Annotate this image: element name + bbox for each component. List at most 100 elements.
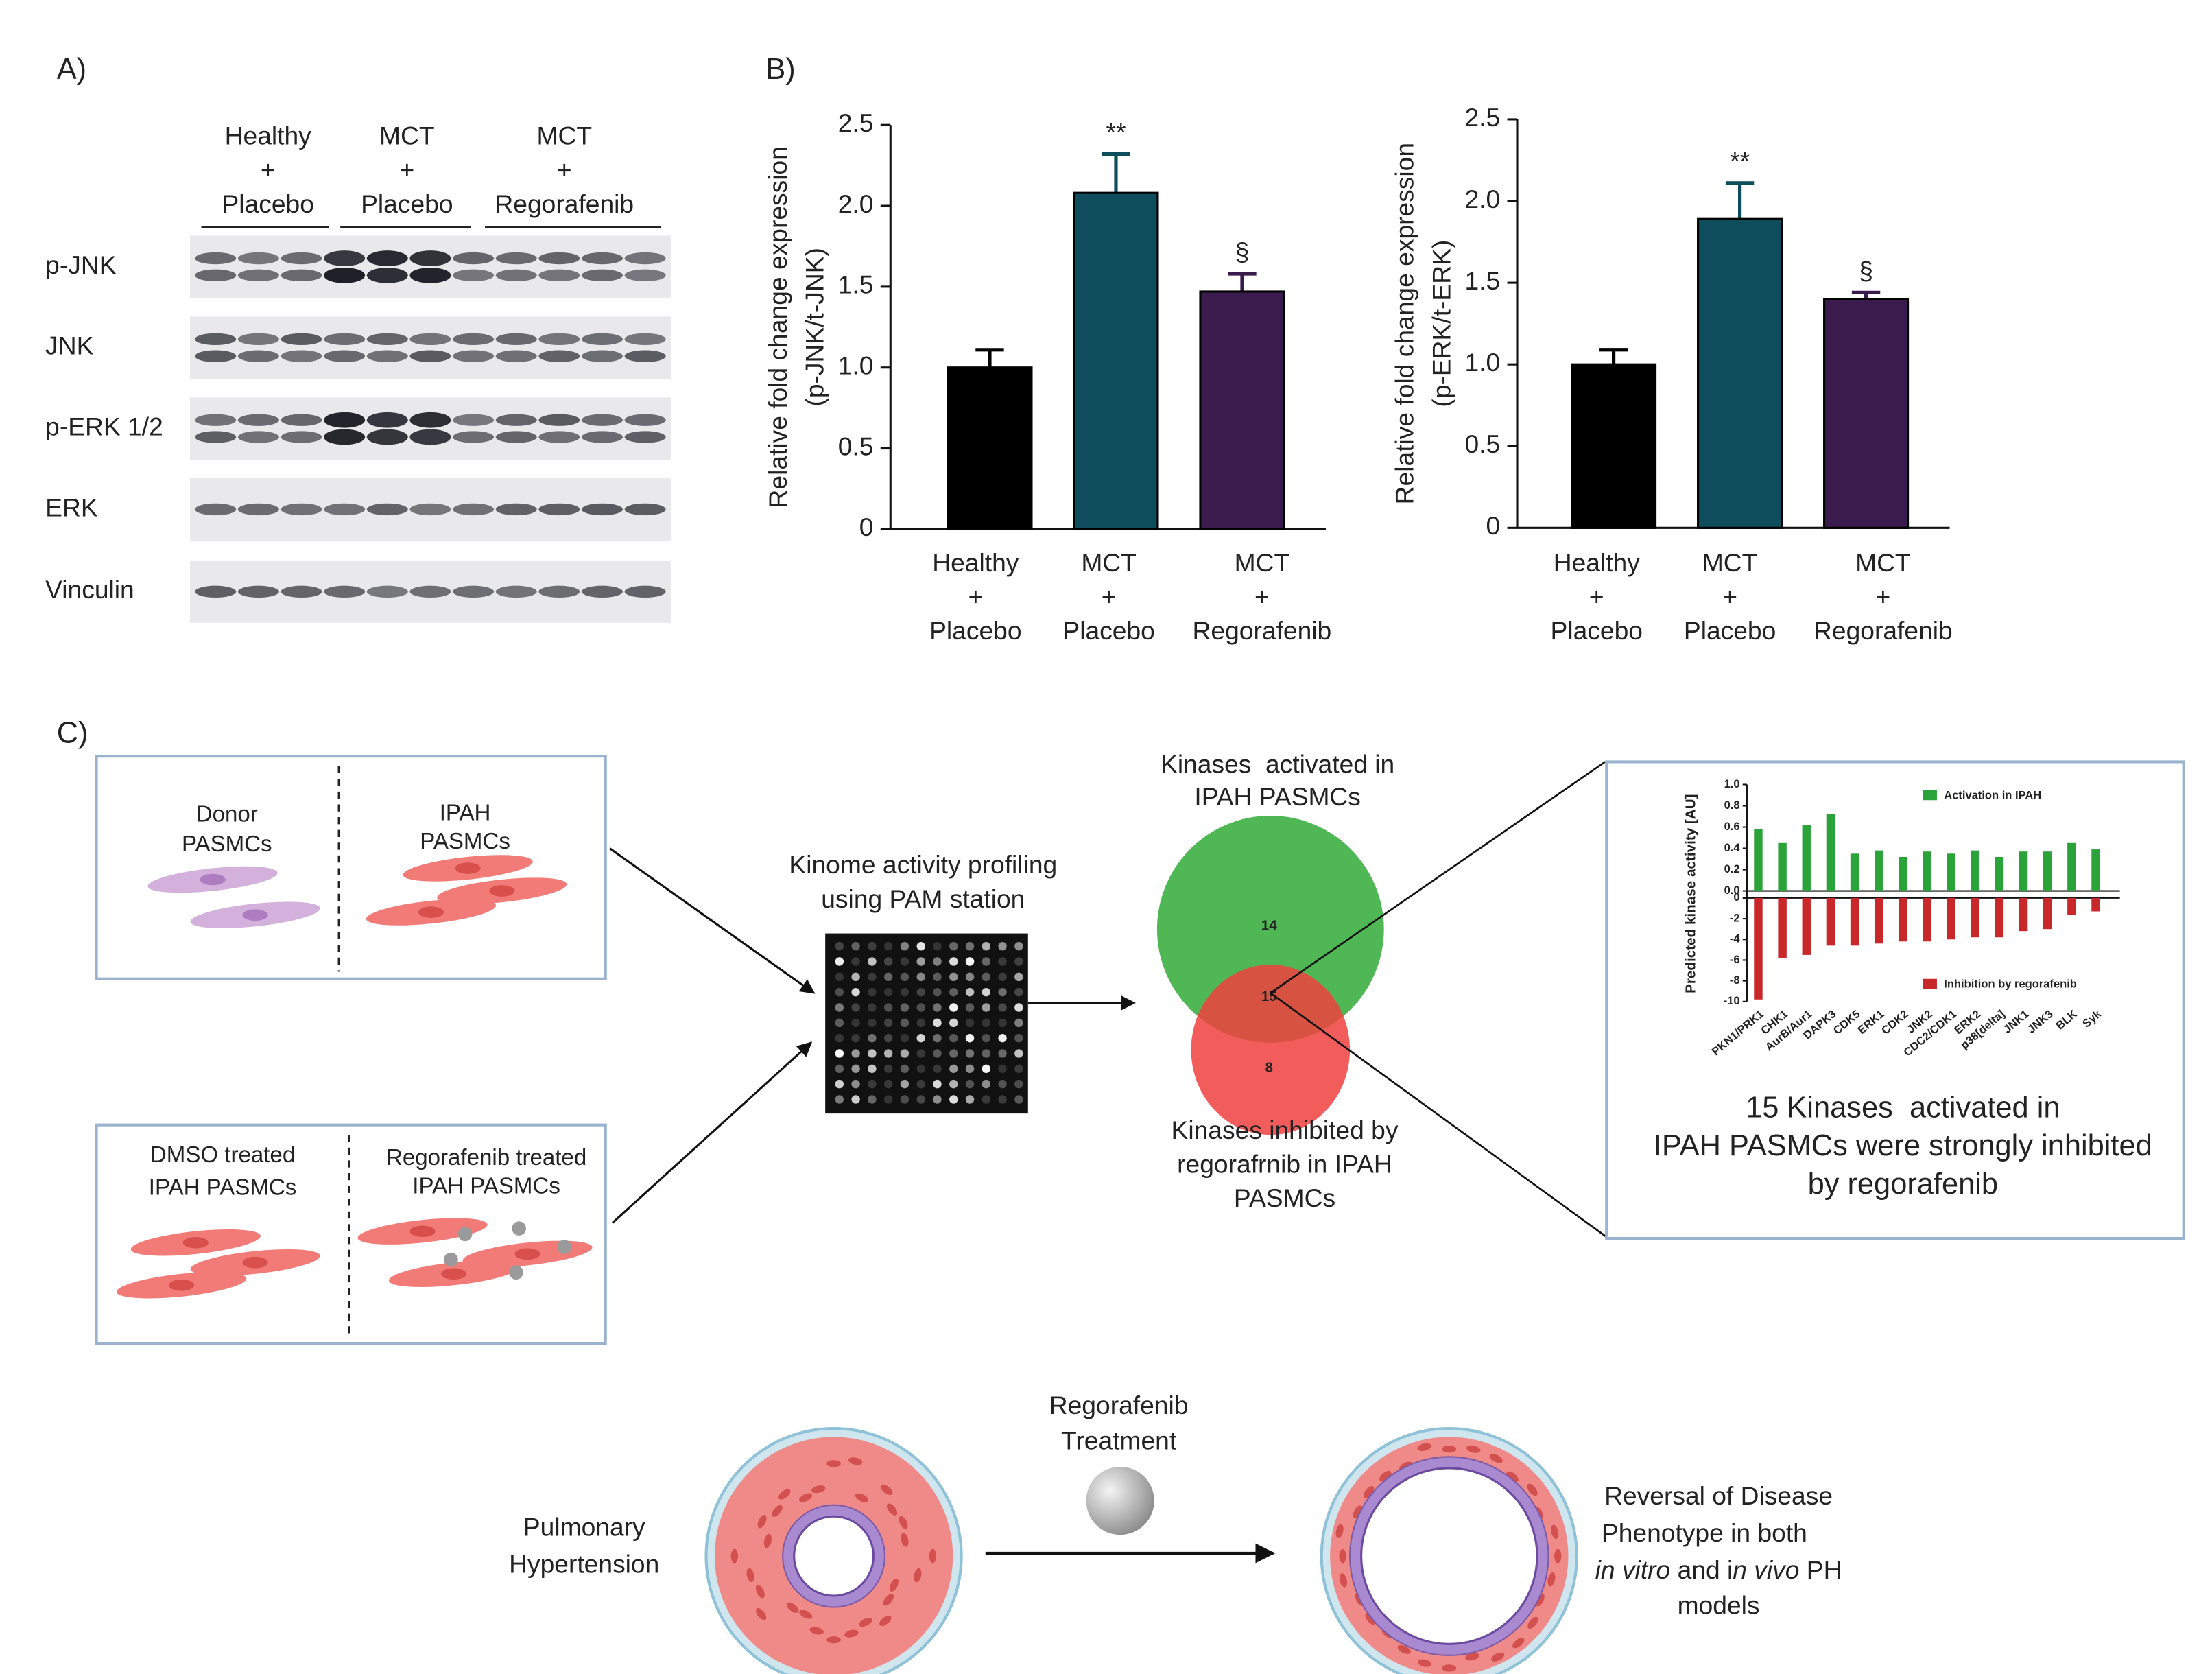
- spot: [916, 1033, 925, 1043]
- drug-particle: [557, 1240, 572, 1254]
- blot-band: [624, 414, 666, 426]
- spot: [949, 987, 958, 997]
- blot-band: [582, 350, 623, 362]
- spot: [835, 1079, 844, 1089]
- y-tick-label: 2.0: [838, 189, 874, 218]
- text-part: and i: [1670, 1555, 1733, 1584]
- diagram-text: IPAH PASMCs were strongly inhibited: [1654, 1129, 2152, 1162]
- diagram-text: DMSO treated: [150, 1142, 295, 1168]
- spot: [982, 972, 991, 982]
- spot: [965, 972, 975, 982]
- blot-group-label: Placebo: [222, 189, 313, 218]
- blot-band: [538, 333, 580, 346]
- smooth-muscle: [1339, 1573, 1348, 1588]
- smooth-muscle: [1442, 1664, 1457, 1672]
- blot-strip: [190, 397, 671, 460]
- smooth-muscle: [755, 1585, 765, 1599]
- bar: [1754, 829, 1763, 891]
- blot-band: [538, 269, 580, 282]
- x-tick-label: Regorafenib: [1813, 616, 1953, 645]
- diagram-text: Pulmonary: [523, 1513, 645, 1542]
- spot: [916, 972, 925, 982]
- nucleus: [455, 862, 481, 874]
- blot-band: [409, 429, 451, 445]
- spot: [1014, 1049, 1023, 1058]
- smooth-muscle: [929, 1548, 937, 1564]
- spot: [965, 1079, 975, 1089]
- spot: [998, 1079, 1007, 1089]
- spot: [835, 957, 844, 966]
- smooth-muscle: [826, 1636, 841, 1644]
- smooth-muscle: [1466, 1445, 1481, 1453]
- bar: [1850, 853, 1859, 891]
- smooth-muscle: [763, 1534, 772, 1548]
- y-tick-label: 0.5: [838, 432, 874, 460]
- bar: [1823, 298, 1910, 529]
- spot: [851, 1033, 860, 1043]
- x-tick-label: Placebo: [1551, 616, 1643, 645]
- smooth-muscle: [1512, 1638, 1525, 1649]
- annotation: **: [1106, 118, 1126, 147]
- blot-band: [281, 333, 322, 346]
- y-tick-label: 0.6: [1724, 820, 1740, 833]
- box: [95, 755, 607, 980]
- blot-band: [582, 252, 623, 265]
- x-tick-label: +: [1876, 582, 1891, 611]
- blot-band: [582, 333, 623, 346]
- diagram-text: regorafrnib in IPAH: [1177, 1149, 1392, 1178]
- y-tick-label: -2: [1730, 911, 1740, 924]
- spot: [949, 1095, 958, 1104]
- smooth-muscle: [886, 1503, 898, 1516]
- venn-circle: [1156, 815, 1384, 1043]
- spot: [835, 941, 844, 951]
- diagram-text: IPAH PASMCs: [149, 1175, 297, 1200]
- smooth-muscle: [883, 1594, 894, 1606]
- blot-band: [453, 350, 495, 362]
- bar: [1754, 897, 1763, 1000]
- y-axis-label: (p-ERK/t-ERK): [1427, 240, 1455, 408]
- spot: [900, 1095, 909, 1104]
- blot-band: [453, 503, 495, 516]
- blot-band: [366, 429, 408, 445]
- x-tick-label: Healthy: [1554, 548, 1641, 577]
- nucleus: [169, 1280, 195, 1291]
- venn-number: 14: [1261, 918, 1277, 934]
- blot-band: [281, 503, 322, 516]
- drug-sphere: [1086, 1466, 1154, 1535]
- connector: [1270, 992, 1608, 1238]
- spot: [883, 941, 893, 951]
- blot-strip: [190, 316, 671, 379]
- smooth-muscle: [826, 1460, 841, 1467]
- blot-band: [624, 350, 666, 362]
- y-tick-label: -10: [1724, 994, 1740, 1007]
- spot: [900, 1018, 909, 1028]
- blot-band: [366, 267, 408, 283]
- spot: [883, 1064, 893, 1073]
- bar: [1923, 851, 1931, 891]
- bar: [2019, 851, 2028, 891]
- blot-strip: [190, 235, 671, 298]
- nucleus: [440, 1268, 467, 1280]
- spot: [883, 1033, 893, 1043]
- spot: [965, 1049, 975, 1058]
- spot: [965, 1064, 975, 1073]
- smooth-muscle: [889, 1578, 899, 1592]
- x-tick-label: Placebo: [1684, 616, 1776, 645]
- spot: [868, 1003, 877, 1012]
- x-tick-label: JNK3: [2025, 1007, 2056, 1036]
- y-tick-label: 0.8: [1724, 799, 1740, 812]
- blot-band: [538, 431, 580, 443]
- y-tick-label: 2.5: [838, 108, 874, 137]
- spot: [1014, 957, 1023, 966]
- spot: [916, 987, 925, 997]
- blot-band: [495, 503, 537, 516]
- spot: [965, 941, 975, 951]
- annotation: §: [1235, 237, 1250, 266]
- diagram-text: by regorafenib: [1808, 1168, 1999, 1201]
- bar: [1899, 897, 1907, 942]
- spot: [868, 987, 877, 997]
- y-tick-label: 0.2: [1724, 862, 1740, 875]
- drug-particle: [509, 1265, 523, 1280]
- spot: [835, 972, 844, 982]
- blot-band: [237, 269, 279, 282]
